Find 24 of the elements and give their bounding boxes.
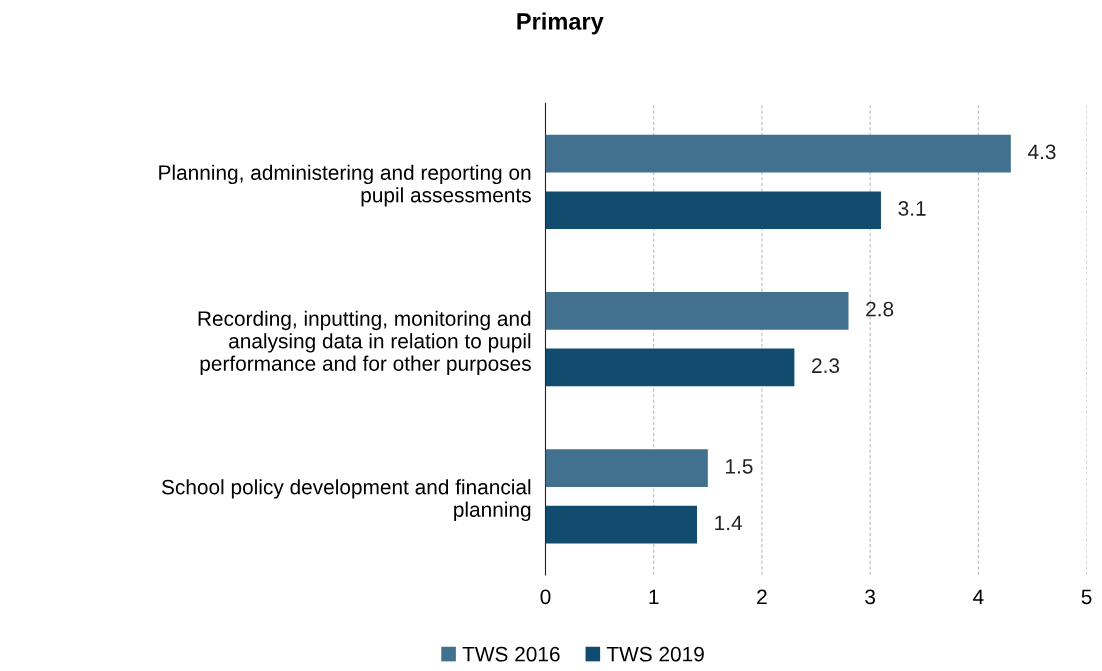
- data-label: 1.4: [715, 515, 743, 531]
- bar: [545, 191, 881, 230]
- legend-label: TWS 2016: [462, 646, 560, 662]
- x-tick-label: 5: [1081, 589, 1092, 605]
- chart-title: Primary: [517, 12, 604, 35]
- x-tick-label: 2: [757, 589, 767, 605]
- bar: [545, 505, 697, 544]
- x-tick-label: 1: [649, 589, 659, 605]
- data-label: 2.8: [866, 301, 894, 317]
- y-tick-label: School policy development and financial planning: [161, 479, 531, 522]
- bar: [545, 134, 1011, 173]
- data-label: 2.3: [812, 358, 840, 374]
- data-label: 3.1: [898, 201, 926, 216]
- y-tick-label: Planning, administering and reporting on pupil assessments: [159, 164, 531, 207]
- data-label: 1.5: [726, 459, 753, 474]
- x-tick-label: 0: [540, 589, 551, 605]
- bar: [545, 449, 708, 487]
- x-tick-label: 4: [973, 589, 984, 605]
- bar: [545, 348, 795, 387]
- data-label: 4.3: [1027, 144, 1056, 160]
- bar: [545, 292, 849, 330]
- y-tick-label: Recording, inputting, monitoring and analysing data in relation to pupil performance and for other purposes: [198, 310, 531, 376]
- x-tick-label: 3: [865, 589, 876, 605]
- legend-label: TWS 2019: [606, 646, 704, 662]
